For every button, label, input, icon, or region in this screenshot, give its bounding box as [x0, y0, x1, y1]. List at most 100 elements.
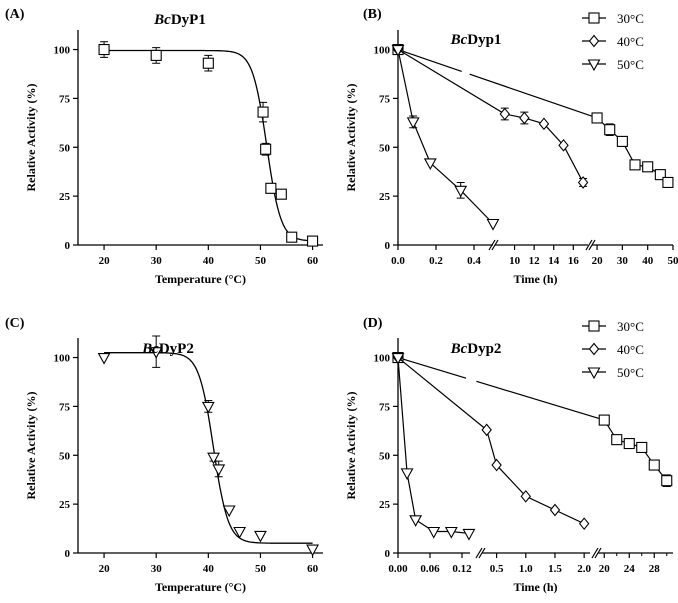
data-point [391, 352, 405, 365]
data-point [629, 159, 641, 171]
y-tick-label: 75 [379, 93, 391, 105]
data-point [611, 434, 623, 446]
data-point [623, 437, 635, 450]
y-tick-label: 0 [385, 240, 391, 252]
panel-4: 0 25 50 75 100 Relative Activity (%) 0.00 0.06 0… [344, 316, 673, 594]
data-point [409, 515, 423, 527]
data-point [636, 441, 648, 454]
x-tick-label: 40 [203, 563, 215, 575]
data-point [499, 107, 511, 121]
x-tick-label: 40 [642, 255, 654, 267]
y-tick-label: 0 [385, 548, 391, 560]
data-point [260, 143, 272, 155]
chart-title: BcDyp2 [450, 341, 502, 357]
data-point [549, 503, 561, 517]
series-line [397, 49, 584, 183]
y-axis-label: Relative Activity (%) [344, 392, 358, 500]
legend: 30°C 40°C 50°C [582, 11, 644, 72]
x-tick-label: 40 [203, 255, 215, 267]
x-tick-label: 0.0 [391, 255, 405, 267]
data-point [265, 182, 277, 194]
series-line [397, 49, 494, 224]
y-tick-label: 50 [59, 142, 71, 154]
data-point [400, 468, 414, 481]
series-line [397, 48, 598, 119]
x-tick-label: 60 [307, 255, 319, 267]
data-point [538, 117, 550, 131]
x-tick-label: 50 [255, 563, 267, 575]
x-tick-label: 20 [599, 563, 611, 575]
x-tick-label: 28 [649, 563, 661, 575]
y-tick-label: 100 [54, 45, 71, 57]
y-axis-label: Relative Activity (%) [344, 84, 358, 192]
y-tick-label: 100 [374, 353, 391, 365]
x-tick-label: 10 [509, 255, 521, 267]
data-point [307, 235, 319, 247]
panel-2: 0 25 50 75 100 Relative Activity (%) 0.0 0.2 0.4… [344, 7, 678, 286]
data-point [306, 544, 320, 557]
y-tick-label: 100 [54, 353, 71, 365]
fit-curve [104, 352, 313, 544]
data-point [661, 475, 673, 487]
x-tick-label: 50 [668, 255, 678, 267]
data-point [207, 452, 220, 465]
data-point [149, 347, 163, 359]
x-tick-label: 0.4 [467, 255, 481, 267]
data-point [462, 528, 476, 541]
data-point [558, 138, 569, 152]
legend-label: 50°C [617, 57, 644, 72]
x-tick-label: 0.5 [490, 563, 504, 575]
x-tick-label: 2.0 [577, 563, 591, 575]
data-point [598, 414, 610, 426]
axis-break [585, 239, 596, 251]
data-point [212, 464, 226, 477]
data-point [423, 158, 437, 171]
y-tick-label: 0 [65, 240, 71, 252]
x-tick-label: 20 [99, 255, 111, 267]
y-tick-label: 50 [379, 142, 391, 154]
legend-marker [588, 320, 600, 332]
y-tick-label: 100 [374, 45, 391, 57]
legend-label: 50°C [617, 365, 644, 380]
y-tick-label: 75 [59, 401, 71, 413]
legend-marker [588, 342, 600, 356]
series-line [397, 357, 585, 525]
x-tick-label: 0.06 [420, 563, 440, 575]
data-point [406, 117, 420, 130]
y-tick-label: 25 [59, 191, 71, 203]
y-tick-label: 0 [65, 548, 71, 560]
x-tick-label: 20 [592, 255, 604, 267]
data-point [520, 489, 531, 503]
data-point [444, 526, 458, 539]
y-tick-label: 25 [379, 191, 391, 203]
x-tick-label: 0.12 [452, 563, 472, 575]
x-tick-label: 20 [99, 563, 111, 575]
data-point [481, 423, 492, 437]
y-tick-label: 75 [59, 93, 71, 105]
legend-marker [588, 34, 600, 48]
panel-label: (A) [5, 7, 25, 22]
data-point [648, 459, 660, 471]
x-tick-label: 0.2 [429, 255, 443, 267]
series-line [603, 419, 668, 482]
data-point [491, 458, 502, 472]
x-tick-label: 14 [548, 255, 560, 267]
data-point [202, 57, 214, 69]
legend-marker [587, 59, 601, 72]
data-point [391, 44, 405, 57]
data-point [150, 49, 162, 61]
x-tick-label: 30 [151, 255, 163, 267]
legend-label: 40°C [617, 34, 644, 49]
series-diamond [392, 43, 589, 189]
data-point [454, 185, 468, 198]
axis-break [488, 239, 499, 251]
y-tick-label: 25 [59, 499, 71, 511]
data-point [98, 43, 110, 56]
x-tick-label: 30 [617, 255, 629, 267]
legend-label: 40°C [617, 342, 644, 357]
y-tick-label: 75 [379, 401, 391, 413]
x-tick-label: 16 [568, 255, 580, 267]
y-tick-label: 50 [59, 450, 71, 462]
series-triangle-down [391, 44, 500, 231]
